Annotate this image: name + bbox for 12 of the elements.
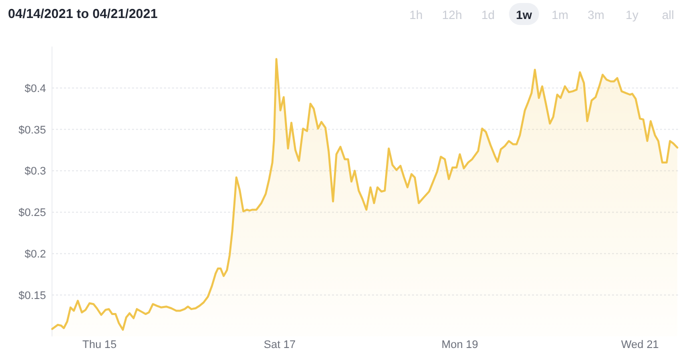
y-tick-label: $0.2: [24, 248, 46, 260]
text: 1w: [516, 8, 533, 22]
x-tick-label: Thu 15: [82, 338, 117, 350]
y-tick-label: $0.25: [18, 207, 46, 220]
chart-title: 04/14/2021 to 04/21/2021: [8, 6, 158, 21]
x-tick-label: Wed 21: [621, 338, 659, 350]
y-tick-label: $0.35: [18, 124, 46, 136]
y-tick-label: $0.15: [18, 290, 46, 302]
x-tick-label: Mon 19: [441, 338, 478, 350]
y-tick-label: $0.4: [24, 82, 46, 95]
x-tick-label: Sat 17: [264, 338, 296, 350]
y-tick-label: $0.3: [24, 166, 46, 178]
